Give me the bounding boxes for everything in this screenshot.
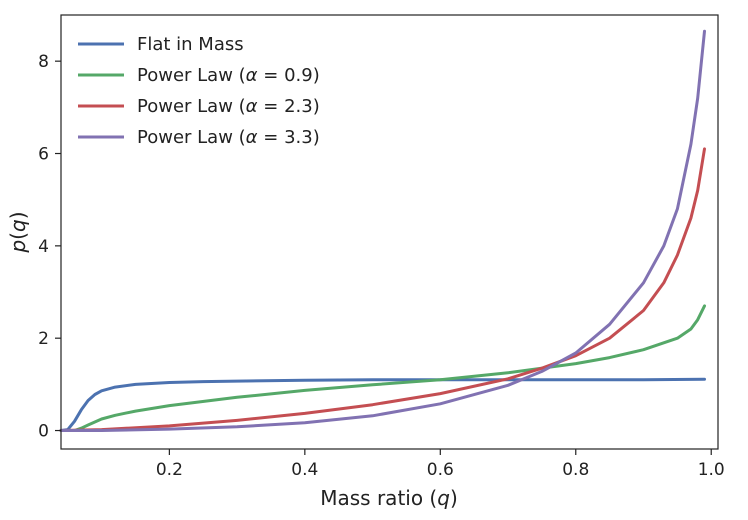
y-tick-label: 2 <box>38 329 49 349</box>
legend-label: Power Law (α = 0.9) <box>137 65 320 86</box>
y-axis-ticks: 0 2 4 6 8 <box>38 52 61 442</box>
legend-label: Power Law (α = 3.3) <box>137 127 320 148</box>
series-line-2 <box>59 304 706 432</box>
x-tick-label: 1.0 <box>698 460 725 480</box>
y-tick-label: 0 <box>38 422 49 442</box>
legend-label: Flat in Mass <box>137 34 244 55</box>
y-tick-label: 4 <box>38 237 49 257</box>
series-layer <box>59 29 706 432</box>
y-tick-label: 8 <box>38 52 49 72</box>
legend-label: Power Law (α = 2.3) <box>137 96 320 117</box>
legend: Flat in Mass Power Law (α = 0.9) Power Law… <box>78 34 320 148</box>
x-tick-label: 0.8 <box>562 460 589 480</box>
series-line-3 <box>59 147 706 432</box>
x-tick-label: 0.2 <box>156 460 183 480</box>
series-line-1 <box>59 377 706 432</box>
x-tick-label: 0.6 <box>427 460 454 480</box>
x-axis-label: Mass ratio (q) <box>320 486 458 510</box>
x-tick-label: 0.4 <box>291 460 318 480</box>
x-axis-ticks: 0.2 0.4 0.6 0.8 1.0 <box>156 449 725 480</box>
series-line-4 <box>59 29 706 432</box>
plot-frame <box>60 14 719 450</box>
y-tick-label: 6 <box>38 145 49 165</box>
y-axis-label: p(q) <box>6 211 30 253</box>
